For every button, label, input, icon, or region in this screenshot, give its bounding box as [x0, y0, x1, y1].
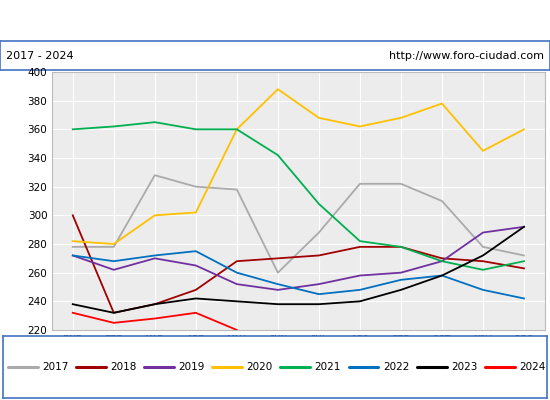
Text: Evolucion del paro registrado en Santa Coloma de Cervelló: Evolucion del paro registrado en Santa C… — [78, 14, 472, 28]
Text: 2023: 2023 — [451, 362, 477, 372]
Text: 2024: 2024 — [519, 362, 545, 372]
Text: 2019: 2019 — [179, 362, 205, 372]
Text: 2021: 2021 — [315, 362, 341, 372]
Text: 2022: 2022 — [383, 362, 409, 372]
Text: 2017: 2017 — [42, 362, 69, 372]
Text: 2020: 2020 — [247, 362, 273, 372]
Text: 2017 - 2024: 2017 - 2024 — [6, 51, 73, 61]
Text: http://www.foro-ciudad.com: http://www.foro-ciudad.com — [389, 51, 544, 61]
Text: 2018: 2018 — [111, 362, 137, 372]
